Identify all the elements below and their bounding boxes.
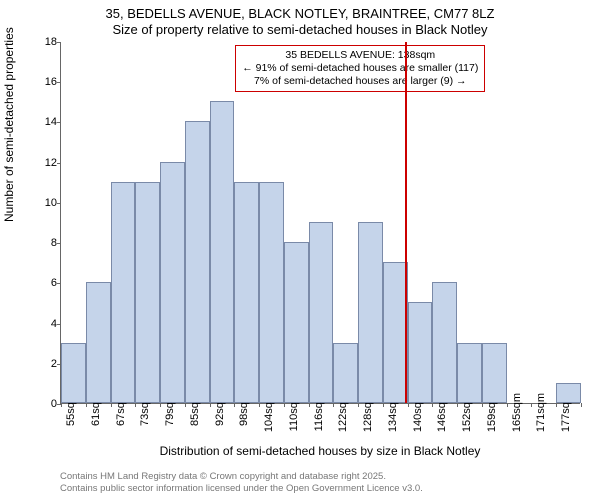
histogram-bar xyxy=(432,282,457,403)
y-tick: 6 xyxy=(29,277,57,289)
histogram-bar xyxy=(482,343,507,403)
x-axis-label: Distribution of semi-detached houses by … xyxy=(60,444,580,458)
histogram-bar xyxy=(556,383,581,403)
y-tick-mark xyxy=(57,283,61,284)
histogram-bar xyxy=(234,182,259,403)
footer-line-1: Contains HM Land Registry data © Crown c… xyxy=(60,471,423,482)
chart-title-main: 35, BEDELLS AVENUE, BLACK NOTLEY, BRAINT… xyxy=(0,6,600,21)
chart-footer: Contains HM Land Registry data © Crown c… xyxy=(60,471,423,494)
histogram-bar xyxy=(383,262,408,403)
marker-line xyxy=(405,42,407,403)
histogram-bar xyxy=(111,182,136,403)
x-tick-mark xyxy=(160,403,161,407)
y-tick-mark xyxy=(57,203,61,204)
histogram-bar xyxy=(210,101,235,403)
x-tick-mark xyxy=(309,403,310,407)
histogram-bar xyxy=(358,222,383,403)
y-tick-mark xyxy=(57,42,61,43)
histogram-bar xyxy=(86,282,111,403)
x-tick-mark xyxy=(358,403,359,407)
y-tick: 12 xyxy=(29,157,57,169)
y-axis-label: Number of semi-detached properties xyxy=(2,27,16,222)
x-tick-mark xyxy=(234,403,235,407)
y-tick: 8 xyxy=(29,237,57,249)
y-tick: 10 xyxy=(29,197,57,209)
annotation-line-3: 7% of semi-detached houses are larger (9… xyxy=(242,75,478,88)
y-tick: 2 xyxy=(29,358,57,370)
histogram-bar xyxy=(160,162,185,403)
x-tick-mark xyxy=(457,403,458,407)
y-tick: 16 xyxy=(29,76,57,88)
x-tick-mark xyxy=(408,403,409,407)
annotation-line-1: 35 BEDELLS AVENUE: 138sqm xyxy=(242,49,478,62)
y-tick: 14 xyxy=(29,116,57,128)
footer-line-2: Contains public sector information licen… xyxy=(60,483,423,494)
x-tick-mark xyxy=(482,403,483,407)
histogram-bar xyxy=(408,302,433,403)
x-tick-mark xyxy=(556,403,557,407)
x-tick-mark xyxy=(581,403,582,407)
histogram-bar xyxy=(284,242,309,403)
histogram-bar xyxy=(309,222,334,403)
histogram-bar xyxy=(185,121,210,403)
histogram-bar xyxy=(135,182,160,403)
y-tick-mark xyxy=(57,122,61,123)
x-tick-mark xyxy=(111,403,112,407)
x-tick-mark xyxy=(383,403,384,407)
x-tick-mark xyxy=(432,403,433,407)
x-tick-mark xyxy=(333,403,334,407)
y-tick-mark xyxy=(57,163,61,164)
y-tick-mark xyxy=(57,324,61,325)
y-tick: 18 xyxy=(29,36,57,48)
y-tick: 0 xyxy=(29,398,57,410)
x-tick: 171sqm xyxy=(535,393,547,429)
marker-annotation-box: 35 BEDELLS AVENUE: 138sqm ← 91% of semi-… xyxy=(235,45,485,92)
x-tick-mark xyxy=(86,403,87,407)
annotation-line-2: ← 91% of semi-detached houses are smalle… xyxy=(242,62,478,75)
y-tick: 4 xyxy=(29,318,57,330)
histogram-bar xyxy=(259,182,284,403)
x-tick-mark xyxy=(531,403,532,407)
x-tick-mark xyxy=(210,403,211,407)
histogram-chart: 35, BEDELLS AVENUE, BLACK NOTLEY, BRAINT… xyxy=(0,0,600,500)
x-tick-mark xyxy=(135,403,136,407)
x-tick-mark xyxy=(259,403,260,407)
histogram-bar xyxy=(457,343,482,403)
histogram-bar xyxy=(333,343,358,403)
chart-title-sub: Size of property relative to semi-detach… xyxy=(0,22,600,37)
x-tick-mark xyxy=(284,403,285,407)
histogram-bar xyxy=(61,343,86,403)
y-tick-mark xyxy=(57,82,61,83)
x-tick: 165sqm xyxy=(511,393,523,429)
x-tick-mark xyxy=(507,403,508,407)
x-tick-mark xyxy=(61,403,62,407)
plot-area: 35 BEDELLS AVENUE: 138sqm ← 91% of semi-… xyxy=(60,42,580,404)
y-tick-mark xyxy=(57,243,61,244)
x-tick-mark xyxy=(185,403,186,407)
